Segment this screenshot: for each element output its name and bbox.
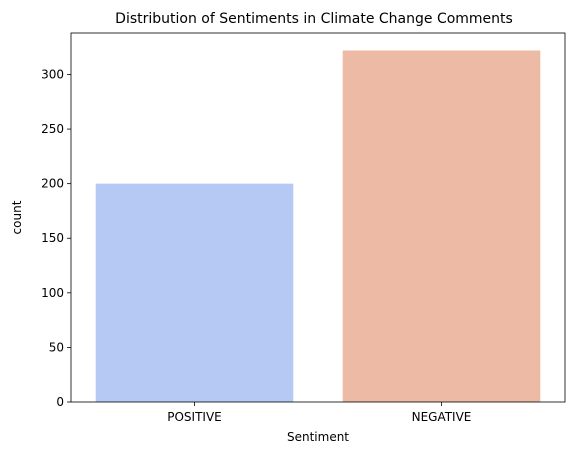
plot-frame: [70, 32, 566, 403]
y-axis: 0 50 100 150 200 250 300: [41, 67, 71, 409]
bar-positive: [95, 183, 294, 402]
y-tick-label: 0: [56, 395, 64, 409]
y-tick-label: 300: [41, 67, 64, 81]
y-axis-label: count: [10, 200, 24, 234]
bar-negative: [342, 50, 541, 402]
y-tick-label: 100: [41, 286, 64, 300]
chart-title: Distribution of Sentiments in Climate Ch…: [115, 11, 513, 27]
x-tick-label: POSITIVE: [167, 410, 222, 424]
bars-group: [95, 50, 541, 402]
y-tick-label: 250: [41, 122, 64, 136]
x-axis: POSITIVE NEGATIVE: [167, 402, 471, 424]
x-tick-label: NEGATIVE: [412, 410, 472, 424]
y-tick-label: 150: [41, 231, 64, 245]
y-tick-label: 50: [49, 340, 64, 354]
x-axis-label: Sentiment: [287, 430, 349, 444]
y-tick-label: 200: [41, 177, 64, 191]
